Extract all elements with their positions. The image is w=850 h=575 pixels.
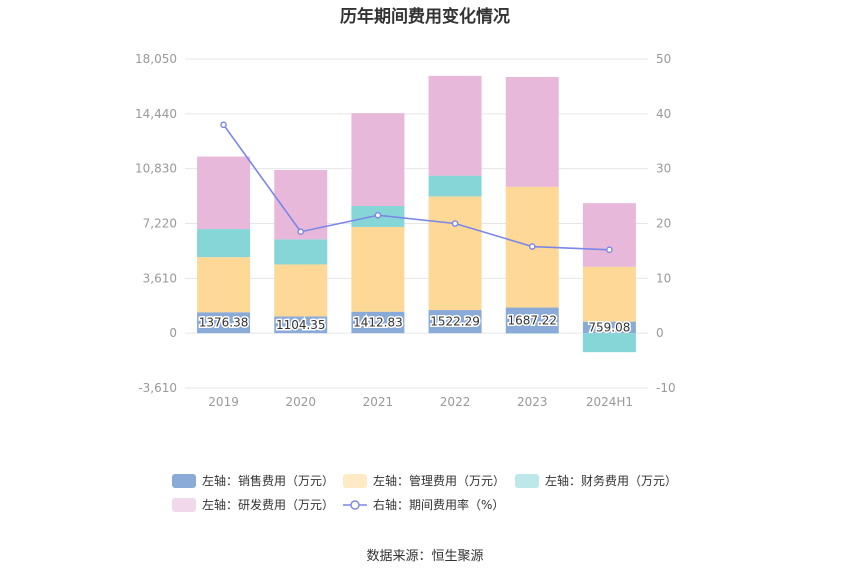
bar-segment	[582, 333, 636, 353]
x-axis-tick-label: 2024H1	[586, 395, 633, 409]
bar-segment	[351, 226, 405, 312]
bar-segment	[197, 312, 251, 334]
x-axis-tick-label: 2020	[285, 395, 316, 409]
x-axis-tick-label: 2022	[440, 395, 471, 409]
right-axis-tick-label: 20	[656, 217, 671, 231]
legend-label: 左轴：研发费用（万元）	[202, 497, 334, 512]
left-axis-tick-label: 7,220	[143, 217, 177, 231]
right-axis-tick-label: -10	[656, 381, 676, 395]
legend-item: 右轴：期间费用率（%）	[343, 497, 504, 512]
bar-segment	[582, 266, 636, 322]
legend-swatch	[515, 474, 539, 488]
right-axis-tick-label: 0	[656, 326, 664, 340]
data-label: 1412.83	[353, 315, 403, 329]
data-label: 1104.35	[276, 318, 326, 332]
bar-segment	[197, 257, 251, 313]
right-axis-tick-label: 30	[656, 162, 671, 176]
line-point	[297, 228, 305, 236]
data-label: 1522.29	[430, 315, 480, 329]
bar-segment	[582, 321, 636, 334]
x-axis-tick-label: 2023	[517, 395, 548, 409]
bar-segment	[274, 316, 328, 334]
bar-segment	[505, 333, 559, 334]
bar-segment	[428, 196, 482, 311]
bar-segment	[274, 264, 328, 317]
legend-swatch	[172, 474, 196, 488]
bar-segment	[505, 76, 559, 187]
bar-segment	[197, 229, 251, 258]
right-axis-tick-label: 50	[656, 52, 671, 66]
legend-item: 左轴：管理费用（万元）	[343, 473, 505, 488]
chart-title: 历年期间费用变化情况	[340, 7, 510, 27]
bar-segment	[428, 310, 482, 334]
legend-item: 左轴：财务费用（万元）	[515, 473, 677, 488]
data-label: 1376.38	[199, 316, 249, 330]
bar-segment	[582, 203, 636, 267]
bar-segment	[505, 307, 559, 334]
bar-segment	[351, 311, 405, 334]
bar-segment	[197, 156, 251, 230]
left-axis-tick-label: 3,610	[143, 271, 177, 285]
legend-swatch	[343, 474, 367, 488]
bar-segment	[274, 239, 328, 265]
line-point	[374, 211, 382, 219]
line-point	[606, 246, 613, 254]
left-axis-tick-label: 18,050	[135, 52, 177, 66]
left-axis-tick-label: 10,830	[135, 162, 177, 176]
bar-segment	[351, 113, 405, 206]
legend-label: 左轴：管理费用（万元）	[373, 473, 505, 488]
legend-swatch	[172, 498, 196, 512]
source-note: 数据来源：恒生聚源	[366, 549, 484, 564]
line-series	[222, 124, 610, 251]
legend-label: 左轴：销售费用（万元）	[202, 473, 334, 488]
x-axis-tick-label: 2021	[363, 395, 394, 409]
legend-label: 右轴：期间费用率（%）	[373, 497, 504, 512]
left-axis-tick-label: 0	[169, 326, 177, 340]
legend-label: 左轴：财务费用（万元）	[545, 473, 677, 488]
legend-swatch-marker	[350, 500, 360, 510]
bar-segment	[428, 175, 482, 197]
data-label: 759.08	[588, 320, 630, 334]
left-axis-tick-label: -3,610	[138, 381, 177, 395]
data-label: 1687.22	[507, 313, 557, 327]
right-axis-tick-label: 10	[656, 271, 671, 285]
line-point	[528, 243, 536, 250]
bar-segment	[428, 75, 482, 176]
left-axis-tick-label: 14,440	[135, 107, 177, 121]
right-axis-tick-label: 40	[656, 107, 671, 121]
legend-item: 左轴：研发费用（万元）	[172, 497, 334, 512]
x-axis-tick-label: 2019	[208, 395, 239, 409]
line-point	[220, 121, 227, 129]
legend-item: 左轴：销售费用（万元）	[172, 473, 334, 488]
line-point	[451, 220, 459, 227]
